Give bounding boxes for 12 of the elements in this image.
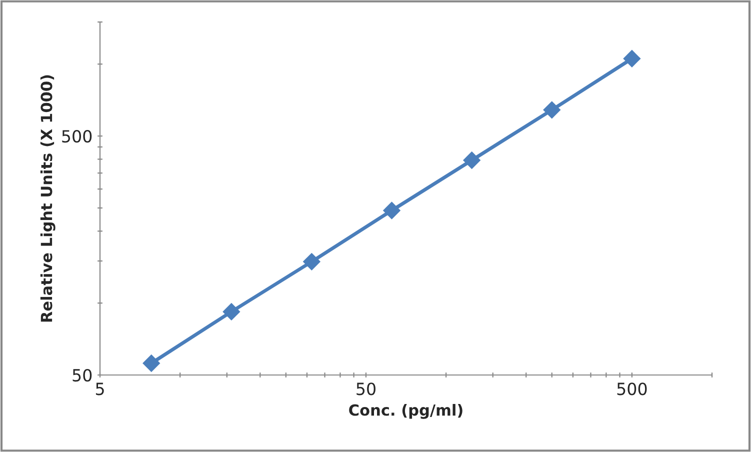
point — [302, 252, 321, 271]
point — [462, 151, 481, 170]
point — [222, 302, 240, 321]
point — [382, 202, 401, 220]
point — [623, 50, 641, 68]
y-axis-title: Relative Light Units (X 1000) — [40, 75, 56, 322]
point — [543, 101, 561, 119]
x-tick-label: 5 — [96, 382, 104, 396]
x-tick-label: 50 — [356, 382, 376, 396]
x-tick-label: 500 — [617, 382, 647, 396]
point — [142, 354, 160, 372]
x-axis-title: Conc. (pg/ml) — [349, 404, 462, 419]
